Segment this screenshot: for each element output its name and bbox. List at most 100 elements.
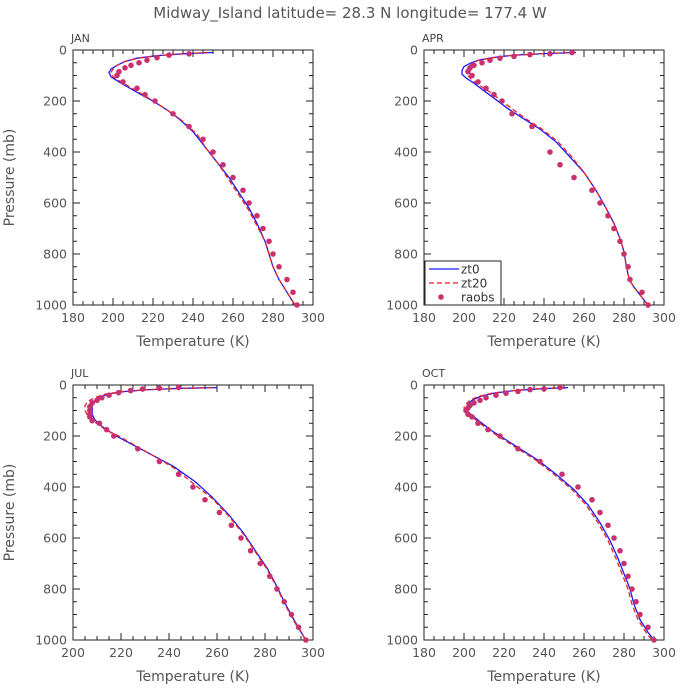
legend-label-raobs: raobs [461, 291, 495, 305]
legend-label-zt0: zt0 [461, 263, 480, 277]
x-tick-label: 220 [141, 310, 165, 325]
x-axis-label: Temperature (K) [135, 334, 249, 350]
y-tick-label: 1000 [386, 298, 418, 313]
raobs-point [559, 471, 565, 478]
raobs-point [266, 238, 272, 245]
x-tick-label: 280 [612, 310, 636, 325]
raobs-point [479, 59, 485, 66]
raobs-point [89, 417, 95, 424]
x-tick-label: 180 [412, 310, 436, 325]
y-tick-label: 1000 [35, 633, 67, 648]
raobs-point [511, 53, 517, 60]
x-tick-label: 280 [612, 645, 636, 660]
raobs-point [527, 386, 533, 393]
raobs-point [627, 276, 633, 283]
y-tick-label: 200 [43, 429, 67, 444]
x-tick-label: 220 [492, 310, 516, 325]
raobs-point [274, 586, 280, 592]
raobs-point [541, 386, 547, 392]
raobs-point [288, 611, 295, 618]
raobs-point [276, 263, 282, 270]
raobs-point [246, 200, 252, 206]
raobs-point [202, 496, 208, 503]
raobs-point [611, 535, 617, 541]
raobs-point [497, 433, 503, 439]
raobs-point [284, 276, 290, 283]
raobs-point [228, 522, 235, 529]
raobs-point [515, 388, 521, 395]
raobs-point [471, 62, 477, 69]
raobs-point [254, 212, 260, 219]
y-tick-label: 0 [59, 378, 67, 393]
x-axis-label: Temperature (K) [486, 669, 600, 685]
y-tick-label: 400 [394, 145, 418, 160]
raobs-point [154, 54, 160, 61]
x-tick-label: 200 [452, 310, 476, 325]
raobs-point [106, 392, 112, 399]
x-axis-label: Temperature (K) [135, 669, 249, 685]
raobs-point [99, 394, 105, 401]
y-tick-label: 600 [43, 531, 67, 546]
y-tick-label: 800 [394, 582, 418, 597]
raobs-point [487, 57, 493, 63]
raobs-point [625, 263, 631, 270]
y-tick-label: 600 [394, 196, 418, 211]
y-tick-label: 600 [394, 531, 418, 546]
series-zt20-line [110, 51, 296, 305]
raobs-point [295, 624, 302, 631]
series-zt0-line [465, 386, 655, 640]
raobs-point [257, 560, 264, 567]
raobs-point [175, 471, 182, 478]
raobs-point [645, 624, 651, 631]
plot-frame-oct [423, 384, 665, 641]
panel-label: JAN [70, 32, 90, 45]
raobs-point [260, 225, 266, 232]
raobs-point [637, 611, 643, 618]
raobs-point [240, 187, 246, 194]
raobs-point [139, 386, 146, 392]
raobs-point [625, 573, 631, 580]
raobs-point [575, 484, 581, 490]
raobs-point [270, 251, 276, 257]
panel-label: OCT [422, 367, 445, 380]
raobs-point [557, 161, 563, 168]
y-axis-label: Pressure (mb) [2, 464, 18, 562]
raobs-point [465, 68, 471, 75]
x-tick-label: 240 [181, 310, 205, 325]
raobs-point [617, 238, 623, 245]
raobs-point [465, 411, 471, 418]
x-tick-label: 200 [452, 645, 476, 660]
raobs-point [166, 52, 172, 58]
panel-label: JUL [70, 367, 89, 380]
x-tick-label: 200 [61, 645, 85, 660]
y-tick-label: 400 [394, 480, 418, 495]
raobs-point [156, 385, 163, 392]
raobs-point [503, 390, 509, 396]
x-tick-label: 280 [253, 645, 277, 660]
raobs-point [475, 420, 481, 427]
panel-oct: 180 200 220 240 260 280 300 0 200 400 600 800 1000 Te… [386, 367, 676, 685]
figure-title: Midway_Island latitude= 28.3 N longitude… [153, 4, 547, 22]
raobs-point [509, 110, 515, 117]
raobs-point [267, 573, 273, 580]
series-raobs [114, 51, 300, 308]
series-zt20-line [463, 386, 653, 640]
raobs-point [294, 302, 300, 308]
y-tick-label: 800 [43, 582, 67, 597]
raobs-point [621, 560, 627, 567]
raobs-point [142, 91, 148, 98]
raobs-point [639, 289, 645, 296]
raobs-point [186, 123, 192, 130]
panel-jul: 200 220 240 260 280 300 0 200 400 600 800 1000 Tempe… [2, 367, 325, 685]
x-tick-label: 260 [572, 310, 596, 325]
raobs-point [589, 496, 595, 503]
raobs-point [128, 62, 134, 69]
raobs-point [87, 407, 93, 414]
x-tick-label: 280 [261, 310, 285, 325]
raobs-point [633, 598, 639, 605]
raobs-point [515, 445, 521, 452]
raobs-point [120, 79, 126, 85]
raobs-point [621, 251, 627, 257]
